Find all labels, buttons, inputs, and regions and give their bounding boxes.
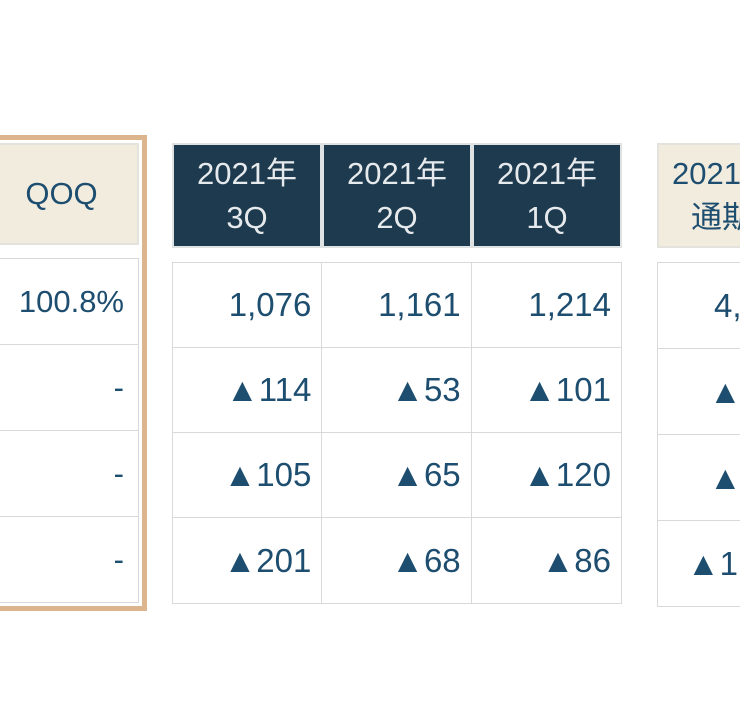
table-cell: ▲201 <box>173 518 323 603</box>
qoq-header-label: QOQ <box>25 176 98 211</box>
table-cell: ▲86 <box>541 541 611 579</box>
table-cell: 1,076 <box>173 263 323 348</box>
header-quarter: 2Q <box>376 199 418 235</box>
column-header-2021-3q: 2021年 3Q <box>172 143 322 248</box>
table-cell: 1,214 <box>471 263 621 348</box>
table-cell: 100.8% <box>0 259 138 345</box>
table-cell: ▲120 <box>471 433 621 518</box>
header-period: 通期 <box>691 199 740 235</box>
table-cell: ▲65 <box>322 433 472 518</box>
table-cell: - <box>0 431 138 517</box>
header-year: 2021年 <box>347 155 447 191</box>
column-header-2021-full-year: 2021年 通期 <box>657 143 740 248</box>
table-cell: 4, <box>658 263 740 349</box>
table-cell: ▲ <box>658 349 740 435</box>
table-cell: - <box>113 541 124 577</box>
quarterly-table: 2021年 3Q 2021年 2Q 2021年 1Q 1,076 1,161 1… <box>172 143 622 604</box>
header-quarter: 1Q <box>526 199 568 235</box>
table-cell: ▲105 <box>173 433 323 518</box>
header-year: 2021年 <box>197 155 297 191</box>
table-cell: ▲68 <box>322 518 472 603</box>
qoq-column-body: 100.8% - - - <box>0 258 139 603</box>
table-cell: ▲101 <box>471 348 621 433</box>
table-cell: ▲53 <box>322 348 472 433</box>
qoq-highlight-box: QOQ 100.8% - - - <box>0 135 147 611</box>
header-year: 2021年 <box>497 155 597 191</box>
header-year: 2021年 <box>672 155 740 191</box>
header-quarter: 3Q <box>226 199 268 235</box>
full-year-table-body: 4, ▲ ▲ ▲1, <box>657 262 740 607</box>
table-cell: 1,161 <box>322 263 472 348</box>
table-cell: ▲1, <box>687 544 740 582</box>
column-header-2021-1q: 2021年 1Q <box>472 143 622 248</box>
table-cell: ▲114 <box>173 348 323 433</box>
quarterly-table-body: 1,076 1,161 1,214 ▲114 ▲53 ▲101 ▲105 ▲65… <box>172 262 622 604</box>
quarterly-table-header-row: 2021年 3Q 2021年 2Q 2021年 1Q <box>172 143 622 248</box>
table-cell: ▲ <box>658 435 740 521</box>
column-header-2021-2q: 2021年 2Q <box>322 143 472 248</box>
full-year-table: 2021年 通期 4, ▲ ▲ ▲1, <box>657 143 740 607</box>
qoq-column-header: QOQ <box>0 143 139 245</box>
table-cell: - <box>0 345 138 431</box>
